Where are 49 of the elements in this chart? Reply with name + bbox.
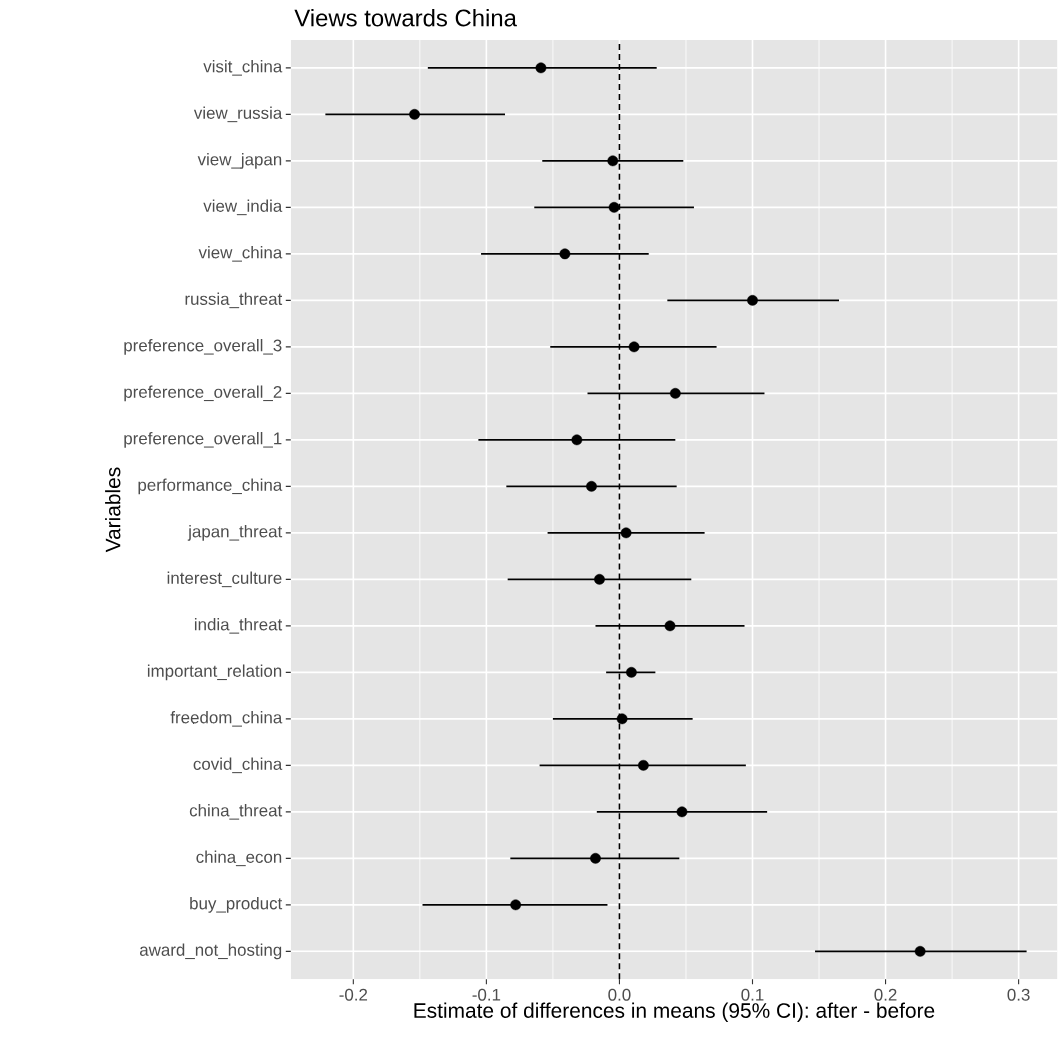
x-axis-title: Estimate of differences in means (95% CI): after - before [414,1002,935,1022]
x-tick-label: 0.0 [608,988,631,1001]
point [669,387,681,399]
y-axis-title: Variables [105,467,121,553]
point [594,573,605,585]
point [608,201,620,213]
x-tick-label: 0.2 [874,988,897,1001]
chart-title: Views towards China [294,8,517,27]
point [638,759,649,771]
y-tick-label: covid_china [193,757,283,774]
y-tick-label: india_threat [194,617,283,634]
y-tick-label: china_threat [189,803,283,820]
y-tick-label: buy_product [190,896,283,913]
y-tick-label: russia_threat [185,292,283,309]
y-tick-label: japan_threat [187,524,283,541]
x-tick-label: 0.1 [741,988,764,1001]
y-tick-label: award_not_hosting [139,943,282,960]
y-tick-label: visit_china [203,59,283,76]
point [590,852,601,864]
y-tick-label: china_econ [196,850,282,867]
y-tick-label: view_japan [197,152,282,169]
point [571,434,583,446]
y-tick-label: view_russia [193,106,283,123]
point [747,294,758,306]
point [676,806,688,818]
point [510,899,522,911]
y-tick-label: performance_china [138,478,283,495]
y-tick-label: preference_overall_2 [124,385,282,402]
y-tick-label: view_china [198,245,283,262]
point [626,666,637,678]
y-tick-label: view_india [203,199,283,216]
point [620,527,632,539]
y-tick-label: important_relation [147,664,282,681]
point [535,62,547,74]
point [664,620,676,632]
x-tick-label: -0.2 [339,988,368,1001]
point [628,341,640,353]
y-tick-label: preference_overall_3 [124,338,282,355]
point [616,713,628,725]
point [409,108,420,120]
y-tick-label: interest_culture [167,571,282,588]
point [914,945,926,957]
x-tick-label: -0.1 [472,988,501,1001]
point [586,480,597,492]
point [607,155,619,167]
point [559,248,571,260]
y-tick-label: preference_overall_1 [124,431,282,448]
y-tick-label: freedom_china [170,710,283,727]
x-tick-label: 0.3 [1007,988,1030,1001]
